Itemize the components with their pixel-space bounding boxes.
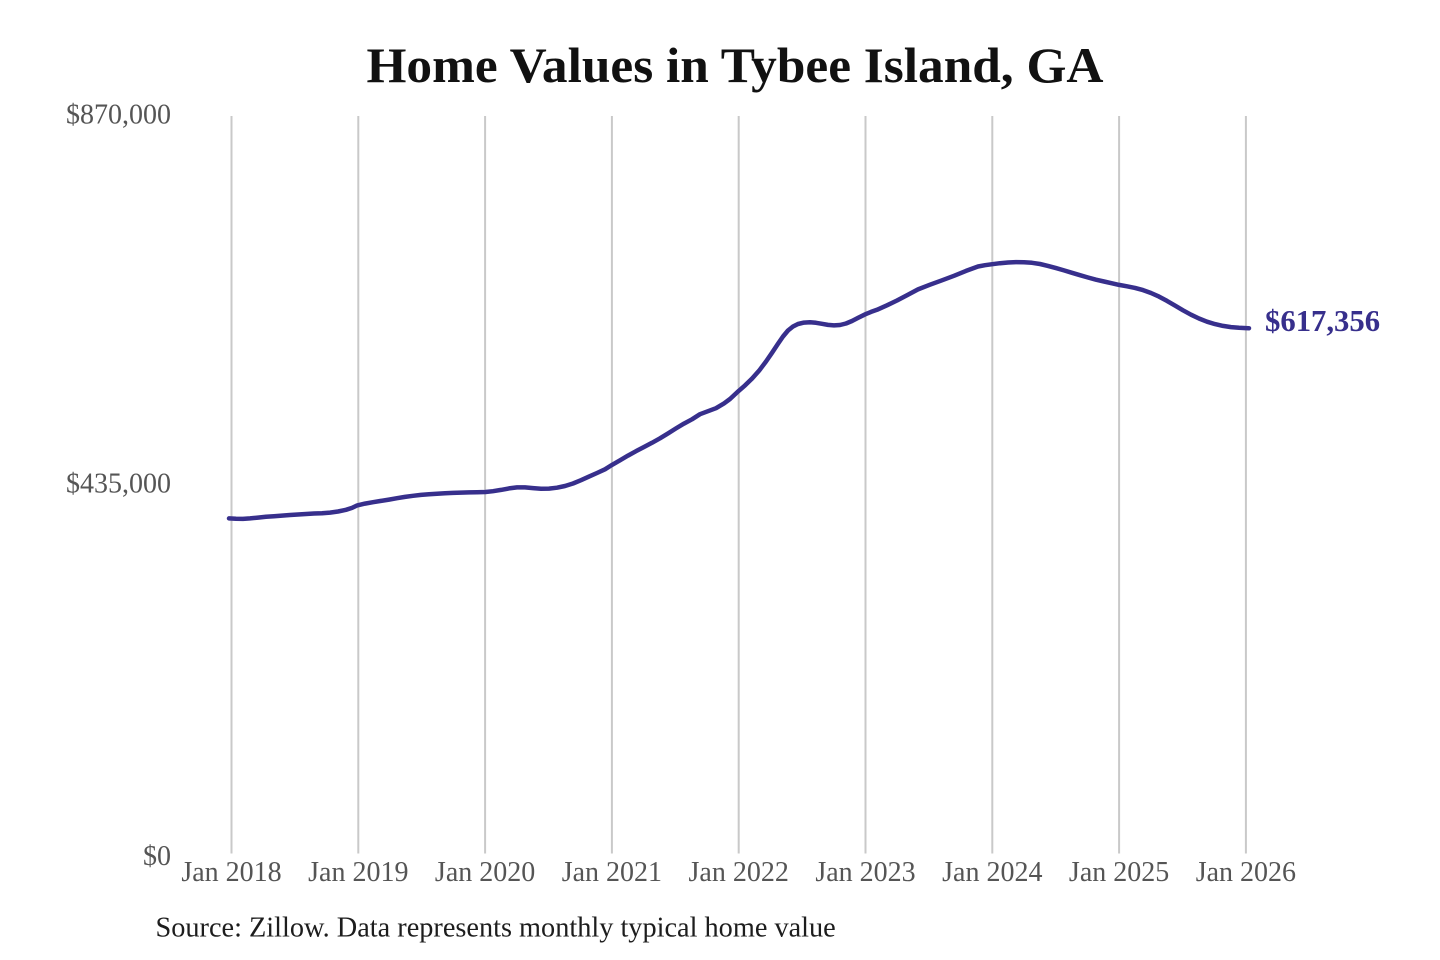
svg-text:$870,000: $870,000	[66, 100, 171, 131]
svg-text:Jan 2026: Jan 2026	[1196, 857, 1296, 888]
svg-text:$435,000: $435,000	[66, 469, 171, 500]
svg-text:Jan 2021: Jan 2021	[562, 857, 662, 888]
svg-text:$0: $0	[143, 841, 171, 872]
svg-text:Jan 2025: Jan 2025	[1069, 857, 1169, 888]
svg-text:Jan 2019: Jan 2019	[308, 857, 408, 888]
svg-text:Home Values in Tybee Island, G: Home Values in Tybee Island, GA	[367, 38, 1104, 93]
svg-text:Jan 2020: Jan 2020	[435, 857, 535, 888]
svg-text:Jan 2024: Jan 2024	[942, 857, 1042, 888]
svg-text:Jan 2022: Jan 2022	[689, 857, 789, 888]
svg-text:Jan 2023: Jan 2023	[815, 857, 915, 888]
svg-text:Jan 2018: Jan 2018	[181, 857, 281, 888]
svg-text:$617,356: $617,356	[1265, 304, 1380, 338]
svg-text:Source: Zillow. Data represent: Source: Zillow. Data represents monthly …	[156, 913, 836, 944]
